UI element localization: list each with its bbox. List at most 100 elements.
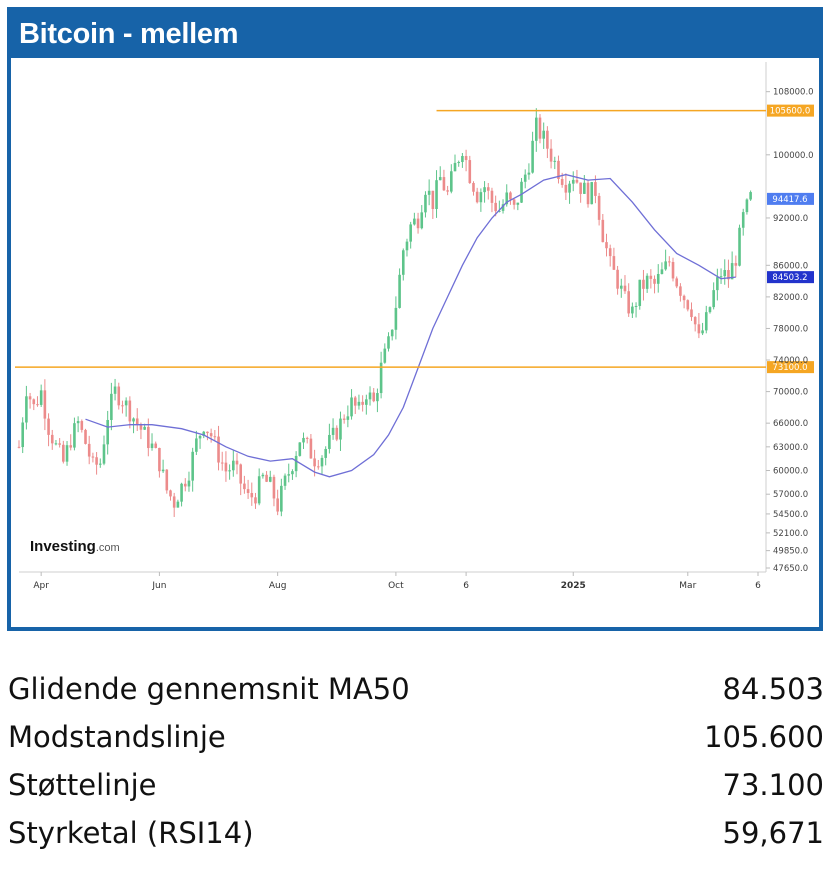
candle-body [209,433,213,437]
candle-body [693,317,697,325]
candle-body [102,444,106,464]
candle [409,221,412,249]
candle [697,313,701,339]
candle [342,414,346,424]
y-tick-label: 66000.0 [773,419,808,429]
candle-body [291,471,294,475]
candle [265,471,268,483]
candle [320,455,324,476]
x-axis: Apr Jun Aug Oct 6 2025 Mar 6 [33,572,761,591]
candle [220,451,224,471]
candle [328,423,331,454]
candle [749,190,752,201]
candle-body [401,250,405,275]
candle-body [686,300,690,310]
candle-body [202,431,206,436]
candle-body [509,192,512,200]
ma-tag-bg [767,271,814,284]
candle [387,332,390,352]
candle [627,283,630,317]
y-axis: 108000.0 100000.0 92000.0 86000.0 82000.0 780… [766,88,814,574]
candle-body [623,285,627,292]
candle-body [461,156,464,163]
candle-body [58,443,61,445]
candle-body [424,194,427,213]
candle-body [32,399,36,405]
candle-body [121,405,124,407]
y-tick-label: 78000.0 [773,324,808,334]
stat-label: Modstandslinje [8,720,226,754]
candle [65,441,69,466]
candle [642,269,645,301]
candle [135,408,139,432]
candle [601,213,605,243]
candle-body [675,278,679,287]
candle [656,264,660,293]
candle-body [232,460,235,471]
level-lines: 105600.0 73100.0 [15,104,814,374]
candle-body [98,463,102,465]
y-tick-label: 57000.0 [773,490,808,500]
candle-body [560,178,564,185]
y-tick-label: 92000.0 [773,214,808,224]
candle [62,440,65,464]
candle [468,155,472,184]
candle-body [398,274,401,308]
x-tick-label: Mar [679,581,696,591]
candle-body [206,431,209,434]
candle [520,177,523,204]
candle-body [161,469,165,472]
candle [472,181,475,196]
candle [405,238,409,257]
candle-body [712,290,715,308]
candle [583,175,586,194]
candle-body [132,418,135,422]
candle [730,251,734,280]
candle-body [416,218,420,229]
candle [25,385,28,430]
candle-body [62,444,65,462]
candle [50,429,54,450]
candle-body [361,401,364,405]
x-tick-label: 6 [463,581,469,591]
candle-body [523,174,527,182]
candle [36,396,39,407]
candle [438,166,442,181]
x-tick-label: Apr [33,581,49,591]
candle [305,436,309,444]
candle [117,382,121,410]
candle [475,187,479,204]
candle [368,386,372,406]
candle [21,417,24,454]
candle [612,247,616,270]
candle [679,283,682,302]
candle-body [328,434,331,449]
candle [512,198,516,210]
candle [309,434,313,459]
ma-tag-label: 84503.2 [772,273,807,283]
y-tick-label: 52100.0 [773,529,808,539]
y-tick-label: 70000.0 [773,388,808,398]
candle-body [195,438,198,452]
candle-body [128,400,132,422]
stat-value: 105.600 [704,720,824,754]
candle-body [608,248,612,257]
candle-body [180,483,183,502]
candle [298,442,302,457]
candle-body [261,474,265,477]
stat-label: Støttelinje [8,768,157,802]
candle-body [84,429,87,444]
candle-body [235,460,239,465]
y-tick-label: 82000.0 [773,293,808,303]
candle-body [158,447,161,472]
candle [158,447,161,478]
candle-body [612,256,616,270]
candle-body [597,195,601,220]
candle [664,249,667,271]
candle [586,180,590,208]
candle [235,453,239,475]
candle-body [420,212,424,229]
svg-text:Investing.com: Investing.com [30,538,120,555]
candle-body [516,202,520,205]
candle [124,397,128,417]
